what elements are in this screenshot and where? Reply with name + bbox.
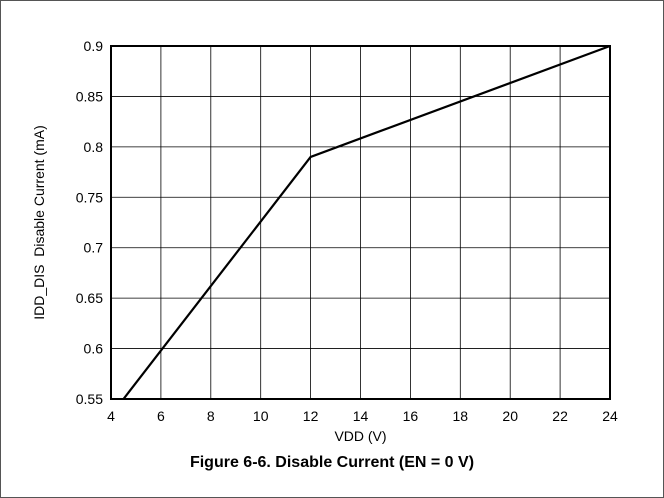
y-tick-labels: 0.55 0.6 0.65 0.7 0.75 0.8 0.85 0.9 bbox=[76, 38, 103, 407]
y-tick-label: 0.65 bbox=[76, 290, 103, 306]
y-tick-label: 0.75 bbox=[76, 189, 103, 205]
y-tick-label: 0.8 bbox=[84, 139, 104, 155]
y-tick-label: 0.55 bbox=[76, 391, 103, 407]
x-tick-label: 20 bbox=[502, 408, 518, 424]
y-tick-label: 0.6 bbox=[84, 341, 104, 357]
y-tick-label: 0.7 bbox=[84, 240, 104, 256]
x-tick-label: 22 bbox=[552, 408, 568, 424]
grid-lines bbox=[110, 45, 611, 400]
x-tick-label: 8 bbox=[207, 408, 215, 424]
x-tick-label: 10 bbox=[253, 408, 269, 424]
x-tick-label: 4 bbox=[107, 408, 115, 424]
x-tick-label: 18 bbox=[453, 408, 469, 424]
line-chart: 0.55 0.6 0.65 0.7 0.75 0.8 0.85 0.9 4 6 8 10 12 14 16… bbox=[31, 38, 618, 444]
x-axis-label: VDD (V) bbox=[334, 428, 386, 444]
y-axis-label: IDD_DIS Disable Current (mA) bbox=[31, 125, 47, 320]
x-tick-label: 6 bbox=[157, 408, 165, 424]
x-tick-labels: 4 6 8 10 12 14 16 18 20 22 24 bbox=[107, 408, 618, 424]
figure-caption: Figure 6-6. Disable Current (EN = 0 V) bbox=[189, 454, 475, 471]
plot-area-border bbox=[110, 45, 611, 400]
x-tick-label: 16 bbox=[403, 408, 419, 424]
series-line bbox=[122, 44, 611, 400]
x-tick-label: 12 bbox=[303, 408, 319, 424]
y-tick-label: 0.9 bbox=[84, 38, 104, 54]
x-tick-label: 24 bbox=[602, 408, 618, 424]
y-tick-label: 0.85 bbox=[76, 88, 103, 104]
x-tick-label: 14 bbox=[353, 408, 369, 424]
series-group bbox=[122, 44, 611, 400]
